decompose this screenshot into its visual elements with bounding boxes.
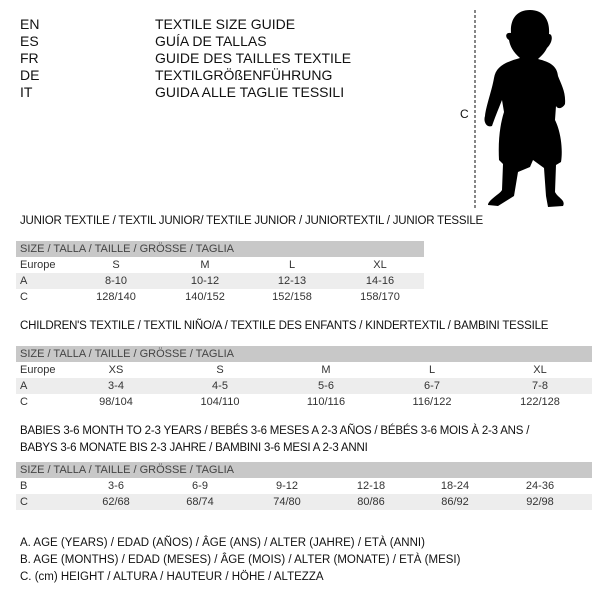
- table-cell: L: [428, 364, 436, 376]
- table-cell: 12-18: [356, 480, 386, 492]
- table-cell: 3-6: [108, 480, 124, 492]
- legend-a: A. AGE (YEARS) / EDAD (AÑOS) / ÂGE (ANS)…: [20, 537, 425, 549]
- babies-size-table: SIZE / TALLA / TAILLE / GRÖSSE / TAGLIA B…: [16, 462, 592, 510]
- table-cell: 110/116: [306, 396, 346, 408]
- table-cell: XS: [108, 364, 124, 376]
- table-cell: M: [200, 259, 210, 271]
- table-cell: S: [112, 259, 120, 271]
- table-cell: 68/74: [186, 496, 214, 508]
- child-silhouette-icon: [484, 10, 566, 207]
- children-size-table: SIZE / TALLA / TAILLE / GRÖSSE / TAGLIA E…: [16, 346, 592, 410]
- table-cell: 9-12: [275, 480, 299, 492]
- table-cell: 116/122: [412, 396, 452, 408]
- row-label: A: [20, 275, 28, 287]
- guide-title: GUIDE DES TAILLES TEXTILE: [155, 50, 352, 66]
- row-label: C: [20, 396, 28, 408]
- table-cell: 4-5: [212, 380, 228, 392]
- table-cell: 104/110: [200, 396, 240, 408]
- table-header: SIZE / TALLA / TAILLE / GRÖSSE / TAGLIA: [16, 462, 592, 478]
- table-cell: 152/158: [272, 291, 312, 303]
- guide-title: TEXTILGRÖßENFÜHRUNG: [155, 67, 333, 83]
- table-cell: 18-24: [440, 480, 470, 492]
- table-row: A 3-4 4-5 5-6 6-7 7-8: [16, 378, 592, 394]
- row-label: A: [20, 380, 28, 392]
- table-cell: 12-13: [277, 275, 307, 287]
- babies-title-line1: BABIES 3-6 MONTH TO 2-3 YEARS / BEBÉS 3-…: [20, 425, 530, 437]
- row-label: Europe: [20, 259, 56, 271]
- legend-c: C. (cm) HEIGHT / ALTURA / HAUTEUR / HÖHE…: [20, 571, 324, 583]
- language-code: DE: [20, 67, 40, 83]
- table-cell: 74/80: [273, 496, 301, 508]
- table-cell: 158/170: [360, 291, 400, 303]
- legend-b: B. AGE (MONTHS) / EDAD (MESES) / ÂGE (MO…: [20, 554, 461, 566]
- table-cell: 10-12: [190, 275, 220, 287]
- table-row: A 8-10 10-12 12-13 14-16: [16, 273, 424, 289]
- guide-title: GUIDA ALLE TAGLIE TESSILI: [155, 84, 345, 100]
- language-code: FR: [20, 50, 39, 66]
- table-cell: 98/104: [99, 396, 133, 408]
- table-cell: 128/140: [96, 291, 136, 303]
- babies-title-line2: BABYS 3-6 MONATE BIS 2-3 JAHRE / BAMBINI…: [20, 442, 368, 454]
- table-cell: XL: [533, 364, 547, 376]
- table-row: C 62/68 68/74 74/80 80/86 86/92 92/98: [16, 494, 592, 510]
- table-cell: 8-10: [104, 275, 128, 287]
- table-cell: 140/152: [185, 291, 225, 303]
- language-code: ES: [20, 33, 39, 49]
- guide-title: TEXTILE SIZE GUIDE: [155, 16, 296, 32]
- row-label: Europe: [20, 364, 56, 376]
- header-label: SIZE / TALLA / TAILLE / GRÖSSE / TAGLIA: [20, 464, 234, 476]
- table-cell: 6-9: [192, 480, 208, 492]
- table-row: C 128/140 140/152 152/158 158/170: [16, 289, 424, 305]
- table-cell: 92/98: [526, 496, 554, 508]
- table-row: C 98/104 104/110 110/116 116/122 122/128: [16, 394, 592, 410]
- table-row: Europe XS S M L XL: [16, 362, 592, 378]
- row-label: B: [20, 480, 28, 492]
- measure-label: C: [460, 107, 469, 121]
- table-row: B 3-6 6-9 9-12 12-18 18-24 24-36: [16, 478, 592, 494]
- child-silhouette-figure: [474, 10, 566, 208]
- table-cell: 6-7: [424, 380, 440, 392]
- table-cell: 86/92: [441, 496, 469, 508]
- table-cell: 80/86: [357, 496, 385, 508]
- table-cell: 7-8: [532, 380, 548, 392]
- header-label: SIZE / TALLA / TAILLE / GRÖSSE / TAGLIA: [20, 348, 234, 360]
- language-code: IT: [20, 84, 33, 100]
- table-cell: 3-4: [108, 380, 124, 392]
- table-cell: 122/128: [520, 396, 560, 408]
- table-row: Europe S M L XL: [16, 257, 424, 273]
- table-header: SIZE / TALLA / TAILLE / GRÖSSE / TAGLIA: [16, 346, 592, 362]
- table-cell: 5-6: [318, 380, 334, 392]
- table-cell: 62/68: [102, 496, 130, 508]
- guide-title: GUÍA DE TALLAS: [155, 33, 267, 49]
- table-cell: M: [321, 364, 331, 376]
- table-cell: XL: [373, 259, 387, 271]
- table-cell: 14-16: [365, 275, 395, 287]
- table-header: SIZE / TALLA / TAILLE / GRÖSSE / TAGLIA: [16, 241, 424, 257]
- children-title: CHILDREN'S TEXTILE / TEXTIL NIÑO/A / TEX…: [20, 320, 549, 332]
- language-code: EN: [20, 16, 40, 32]
- table-cell: 24-36: [525, 480, 555, 492]
- row-label: C: [20, 496, 28, 508]
- junior-size-table: SIZE / TALLA / TAILLE / GRÖSSE / TAGLIA E…: [16, 241, 424, 305]
- junior-title: JUNIOR TEXTILE / TEXTIL JUNIOR/ TEXTILE …: [20, 215, 484, 227]
- table-cell: L: [288, 259, 296, 271]
- header-label: SIZE / TALLA / TAILLE / GRÖSSE / TAGLIA: [20, 243, 234, 255]
- table-cell: S: [216, 364, 224, 376]
- row-label: C: [20, 291, 28, 303]
